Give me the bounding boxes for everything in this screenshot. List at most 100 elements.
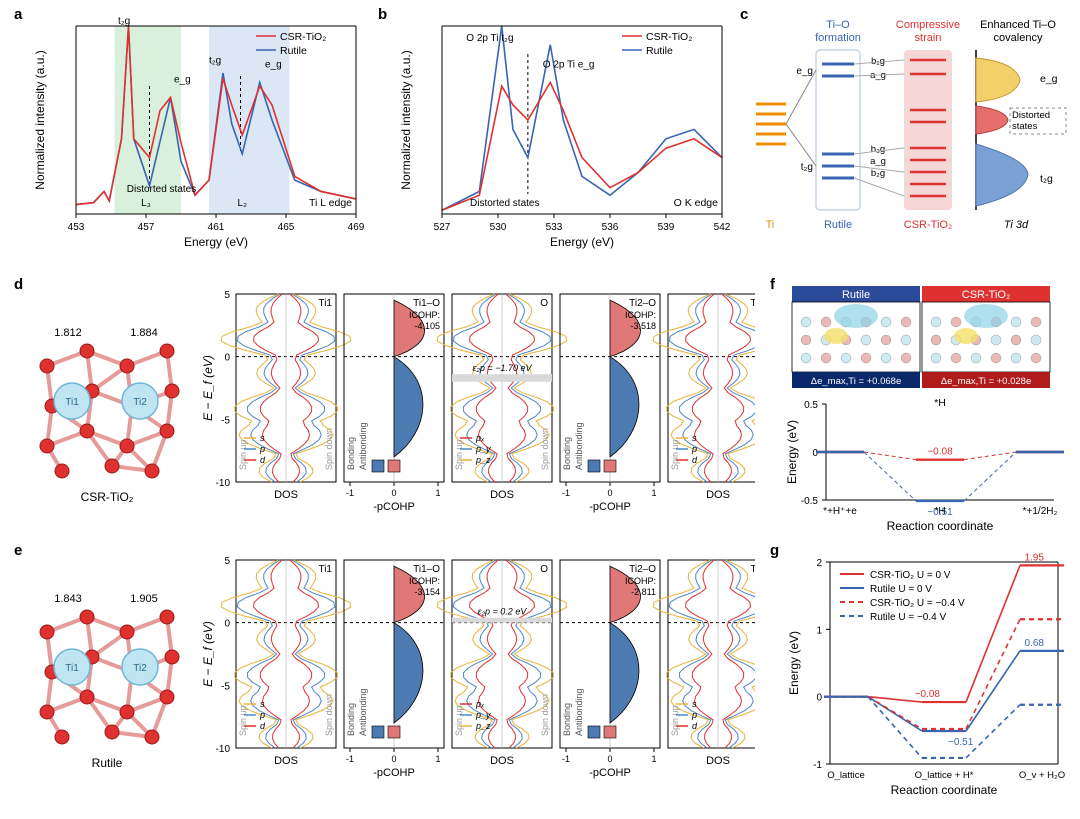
svg-text:-pCOHP: -pCOHP [373, 767, 415, 779]
svg-text:Spin up: Spin up [454, 705, 464, 736]
svg-text:Distorted states: Distorted states [470, 198, 539, 209]
svg-text:Distorted states: Distorted states [127, 184, 196, 195]
svg-text:Reaction coordinate: Reaction coordinate [891, 783, 998, 797]
svg-text:Bonding: Bonding [562, 437, 572, 470]
svg-text:Rutile: Rutile [280, 45, 307, 57]
svg-text:465: 465 [278, 222, 295, 233]
svg-text:461: 461 [208, 222, 225, 233]
svg-text:-pCOHP: -pCOHP [373, 501, 415, 513]
svg-text:1.95: 1.95 [1025, 552, 1045, 563]
svg-text:p: p [259, 444, 265, 454]
svg-text:Compressive: Compressive [896, 19, 960, 31]
svg-text:p: p [691, 710, 697, 720]
svg-text:O_lattice + H*: O_lattice + H* [915, 770, 974, 781]
svg-text:542: 542 [714, 222, 731, 233]
svg-text:-1: -1 [813, 760, 822, 771]
svg-text:1.812: 1.812 [54, 327, 82, 339]
svg-text:Spin up: Spin up [238, 705, 248, 736]
panel-label-b: b [378, 6, 387, 23]
svg-text:ε₂p = 0.2 eV: ε₂p = 0.2 eV [478, 607, 528, 617]
svg-text:539: 539 [658, 222, 675, 233]
svg-text:Energy (eV): Energy (eV) [550, 235, 614, 249]
svg-text:2: 2 [816, 558, 822, 569]
svg-text:536: 536 [602, 222, 619, 233]
panel-b-chart: 527530533536539542Energy (eV)Normalized … [392, 14, 732, 264]
svg-text:formation: formation [815, 32, 861, 44]
svg-text:t₂g: t₂g [209, 56, 221, 67]
svg-text:Antibonding: Antibonding [358, 422, 368, 470]
svg-text:strain: strain [915, 32, 942, 44]
svg-text:1.843: 1.843 [54, 593, 82, 605]
svg-text:Antibonding: Antibonding [574, 422, 584, 470]
svg-text:469: 469 [348, 222, 365, 233]
svg-text:DOS: DOS [274, 489, 298, 501]
svg-text:Normalized intensity (a.u.): Normalized intensity (a.u.) [33, 50, 47, 189]
svg-text:1.884: 1.884 [130, 327, 158, 339]
svg-text:Ti1: Ti1 [65, 663, 79, 674]
svg-text:Ti2: Ti2 [750, 564, 755, 575]
svg-text:−0.08: −0.08 [927, 447, 953, 458]
svg-text:1: 1 [816, 625, 822, 636]
svg-text:e_g: e_g [796, 66, 813, 77]
svg-text:Spin up: Spin up [670, 439, 680, 470]
svg-text:Ti1: Ti1 [65, 397, 79, 408]
svg-text:0: 0 [607, 488, 612, 498]
svg-text:Rutile: Rutile [842, 289, 870, 301]
svg-text:0: 0 [816, 693, 822, 704]
svg-text:-0.5: -0.5 [801, 496, 819, 507]
panel-d-structure: Ti1Ti21.8121.884CSR-TiO₂ [22, 296, 197, 511]
svg-text:ε₂p = −1.70 eV: ε₂p = −1.70 eV [473, 363, 533, 373]
svg-text:-1: -1 [346, 488, 354, 498]
svg-text:Ti2: Ti2 [750, 298, 755, 309]
svg-text:Rutile: Rutile [92, 756, 123, 770]
svg-text:Ti–O: Ti–O [826, 19, 850, 31]
svg-text:Δe_max,Ti = +0.028e: Δe_max,Ti = +0.028e [941, 376, 1032, 387]
svg-text:5: 5 [224, 556, 230, 567]
svg-text:0: 0 [391, 754, 396, 764]
svg-text:s: s [692, 433, 697, 443]
svg-text:0: 0 [812, 448, 818, 459]
svg-text:Rutile: Rutile [824, 219, 852, 231]
svg-text:DOS: DOS [706, 755, 730, 767]
panel-label-d: d [14, 276, 23, 293]
svg-text:DOS: DOS [706, 489, 730, 501]
svg-text:p_y: p_y [475, 710, 491, 720]
svg-text:Enhanced Ti–O: Enhanced Ti–O [980, 19, 1056, 31]
panel-d-subplots: E − E_f (eV)-10-505Ti1Spin upSpin downsp… [200, 282, 755, 542]
panel-label-f: f [770, 276, 775, 293]
svg-text:Energy (eV): Energy (eV) [785, 420, 799, 484]
svg-text:ICOHP:: ICOHP: [625, 576, 656, 586]
svg-text:DOS: DOS [274, 755, 298, 767]
svg-text:e_g: e_g [174, 74, 191, 85]
svg-text:O: O [540, 564, 548, 575]
svg-text:O_v + H₂O: O_v + H₂O [1019, 770, 1065, 781]
svg-text:Bonding: Bonding [346, 703, 356, 736]
svg-text:5: 5 [224, 290, 230, 301]
svg-text:*+1/2H₂: *+1/2H₂ [1023, 506, 1058, 517]
svg-text:e_g: e_g [265, 59, 282, 70]
svg-text:DOS: DOS [490, 755, 514, 767]
svg-text:O: O [540, 298, 548, 309]
svg-text:*+H⁺+e: *+H⁺+e [823, 506, 857, 517]
svg-text:O K edge: O K edge [674, 197, 719, 209]
svg-text:CSR-TiO₂: CSR-TiO₂ [646, 31, 692, 43]
svg-text:457: 457 [138, 222, 155, 233]
svg-text:E − E_f (eV): E − E_f (eV) [201, 355, 215, 421]
svg-text:-5: -5 [221, 681, 230, 692]
svg-text:DOS: DOS [490, 489, 514, 501]
svg-text:p_z: p_z [475, 455, 491, 465]
svg-text:1: 1 [651, 754, 656, 764]
svg-text:pₓ: pₓ [475, 433, 485, 443]
svg-text:Bonding: Bonding [562, 703, 572, 736]
svg-text:0: 0 [607, 754, 612, 764]
svg-text:-4.105: -4.105 [414, 321, 440, 331]
svg-text:E − E_f (eV): E − E_f (eV) [201, 621, 215, 687]
svg-text:Normalized intensity (a.u.): Normalized intensity (a.u.) [399, 50, 413, 189]
panel-label-e: e [14, 542, 22, 559]
svg-text:530: 530 [490, 222, 507, 233]
svg-text:-1: -1 [346, 754, 354, 764]
svg-text:p: p [691, 444, 697, 454]
svg-text:-1: -1 [562, 754, 570, 764]
svg-text:ICOHP:: ICOHP: [409, 310, 440, 320]
svg-text:Energy (eV): Energy (eV) [787, 631, 801, 695]
